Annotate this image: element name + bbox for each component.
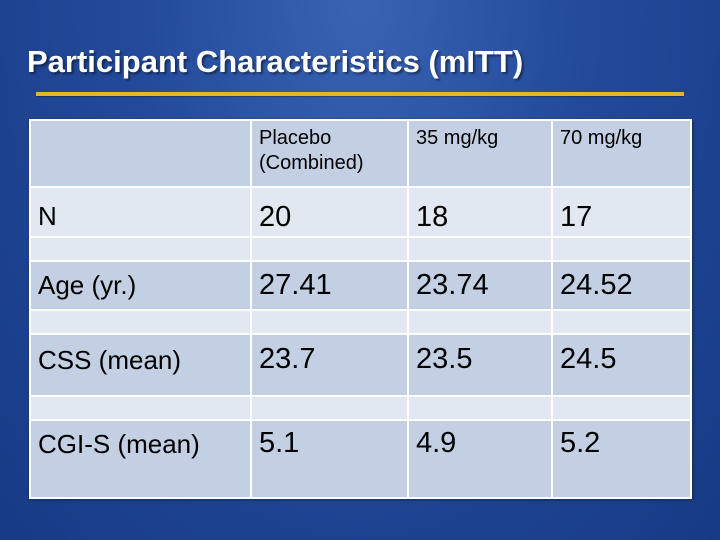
table-row-cgis: CGI-S (mean) 5.1 4.9 5.2 [29, 419, 692, 499]
slide-title: Participant Characteristics (mITT) [27, 44, 524, 79]
participant-table: Placebo (Combined) 35 mg/kg 70 mg/kg N 2… [29, 119, 692, 499]
cell-age-70mg: 24.52 [551, 260, 692, 311]
cell-cgis-70mg: 5.2 [551, 419, 692, 499]
cell-cgis-placebo: 5.1 [250, 419, 409, 499]
column-header-70mg: 70 mg/kg [551, 119, 692, 188]
cell-age-35mg: 23.74 [407, 260, 553, 311]
cell-css-35mg: 23.5 [407, 333, 553, 397]
column-header-placebo: Placebo (Combined) [250, 119, 409, 188]
row-spacer [29, 236, 692, 262]
cell-css-70mg: 24.5 [551, 333, 692, 397]
cell-css-placebo: 23.7 [250, 333, 409, 397]
table-header-row: Placebo (Combined) 35 mg/kg 70 mg/kg [29, 119, 692, 188]
row-label-n: N [29, 186, 252, 238]
header-corner [29, 119, 252, 188]
table-row-n: N 20 18 17 [29, 186, 692, 238]
cell-n-70mg: 17 [551, 186, 692, 238]
cell-n-35mg: 18 [407, 186, 553, 238]
row-label-cgis: CGI-S (mean) [29, 419, 252, 499]
cell-n-placebo: 20 [250, 186, 409, 238]
row-spacer [29, 309, 692, 335]
cell-age-placebo: 27.41 [250, 260, 409, 311]
row-label-css: CSS (mean) [29, 333, 252, 397]
title-underline [36, 92, 684, 96]
cell-cgis-35mg: 4.9 [407, 419, 553, 499]
table-row-css: CSS (mean) 23.7 23.5 24.5 [29, 333, 692, 397]
row-spacer [29, 395, 692, 421]
row-label-age: Age (yr.) [29, 260, 252, 311]
table-row-age: Age (yr.) 27.41 23.74 24.52 [29, 260, 692, 311]
column-header-35mg: 35 mg/kg [407, 119, 553, 188]
